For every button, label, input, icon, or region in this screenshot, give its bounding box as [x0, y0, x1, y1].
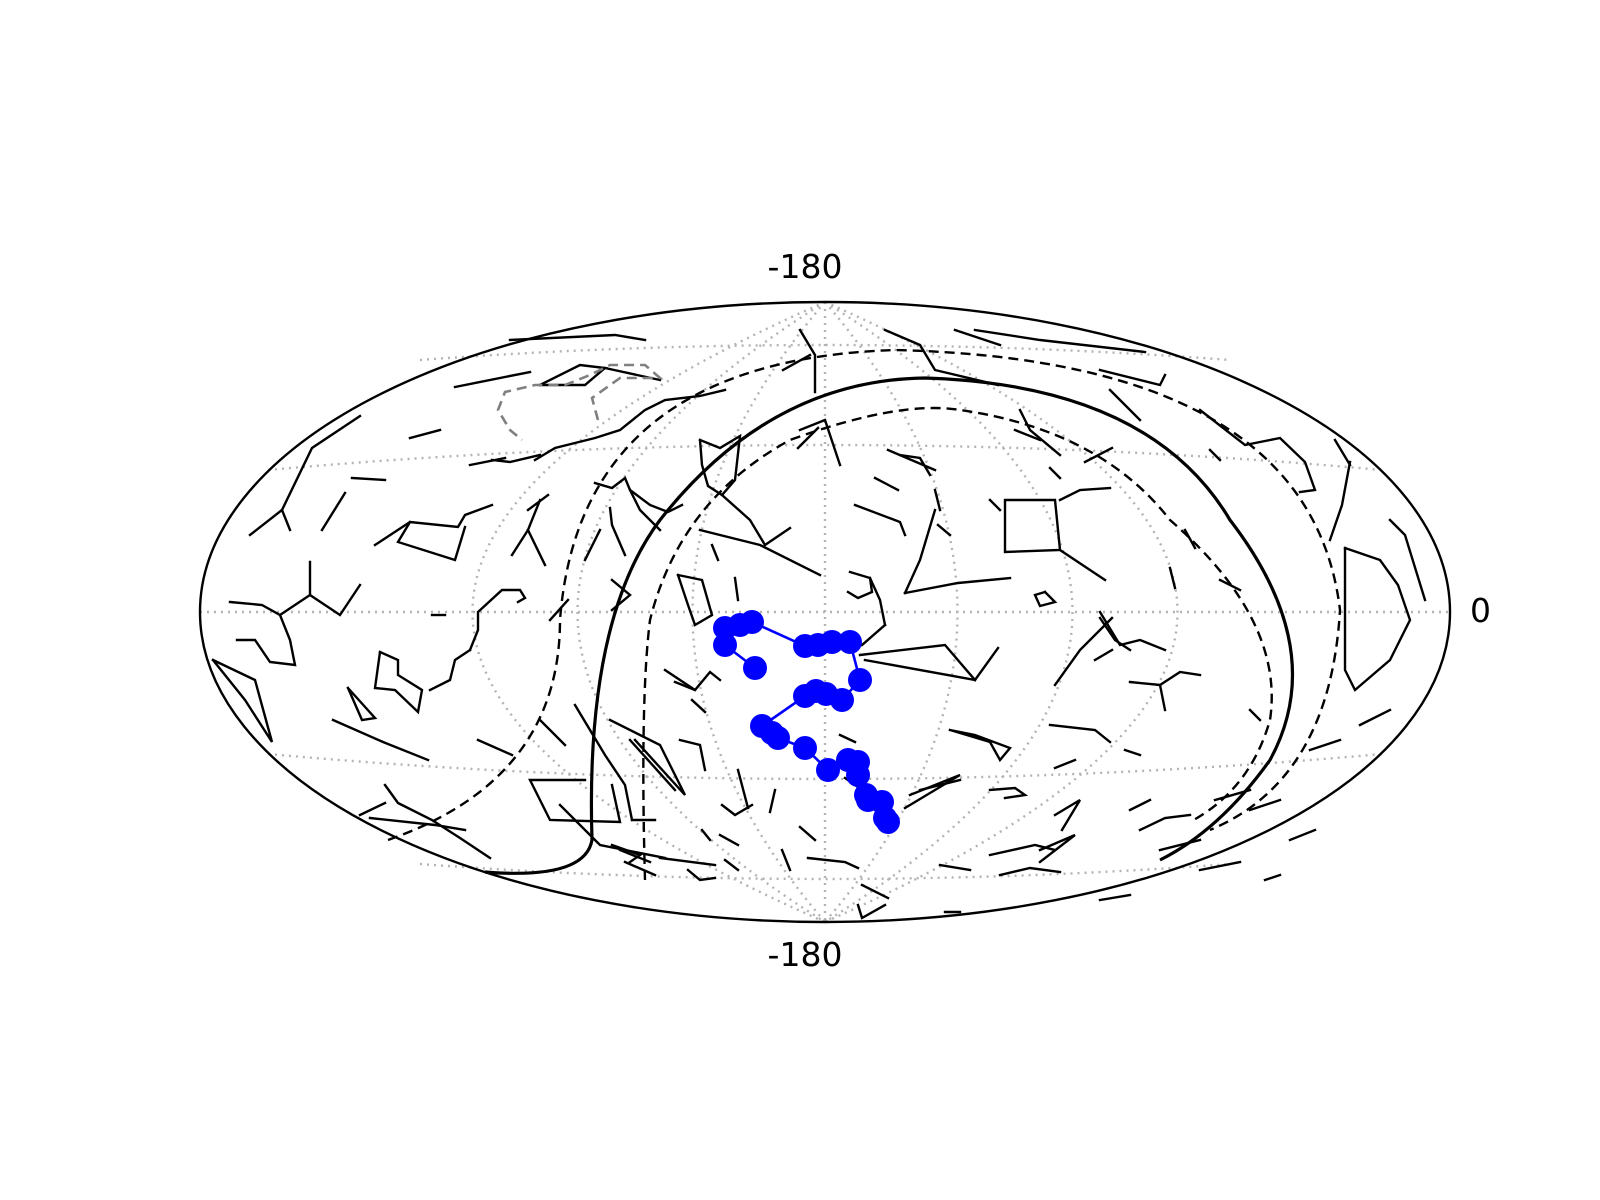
track-point — [846, 763, 870, 787]
bottom-axis-label: -180 — [768, 935, 843, 974]
track-point — [740, 610, 764, 634]
top-axis-label: -180 — [768, 247, 843, 286]
galactic-band — [387, 348, 1342, 881]
track-point — [848, 668, 872, 692]
track-point — [743, 656, 767, 680]
track-points — [713, 610, 900, 834]
grey-dashed-outline — [496, 363, 664, 441]
track-point — [713, 633, 737, 657]
track-point — [766, 726, 790, 750]
band-inner-dashed — [642, 406, 1273, 881]
band-center-solid — [484, 376, 1295, 875]
constellation-lines — [211, 328, 1427, 920]
right-axis-label: 0 — [1470, 591, 1491, 630]
projection-boundary — [198, 300, 1452, 924]
track-point — [876, 810, 900, 834]
track-point — [838, 630, 862, 654]
track-point — [820, 630, 844, 654]
track-point — [816, 758, 840, 782]
track — [713, 610, 900, 834]
track-point — [793, 736, 817, 760]
track-point — [793, 684, 817, 708]
